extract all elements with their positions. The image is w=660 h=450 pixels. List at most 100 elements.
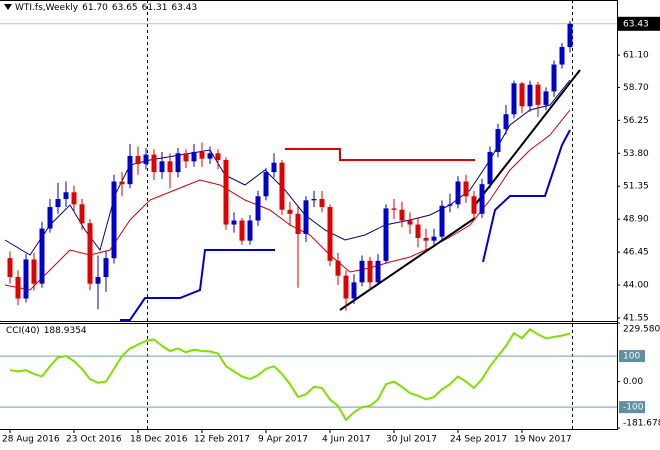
y2-tick-label: 100 [623,352,640,362]
candle-body [271,162,277,173]
candle-body [199,151,205,159]
current-price-box [618,16,660,31]
y-tick-label: 48.90 [623,215,649,225]
y-tick-label: 41.55 [623,313,649,323]
y-tick-label: 53.80 [623,149,649,159]
y-tick-label: 56.25 [623,116,649,126]
y-tick-label: 51.35 [623,182,649,192]
stop-line [482,129,571,263]
candle-body [423,237,429,241]
candle-body [479,184,485,214]
candle-body [7,258,13,277]
indicator-header: CCI(40) 188.9354 [6,326,91,336]
candle-body [207,153,213,159]
x-tick-label: 12 Feb 2017 [194,435,250,445]
y-tick-label: 44.00 [623,281,649,291]
candle-body [95,276,101,284]
indicator-name: CCI(40) [6,326,40,336]
candle-body [519,83,525,107]
candle-body [279,162,285,210]
candle-body [175,153,181,173]
candle-body [71,192,77,205]
candle-body [359,260,365,283]
candle-body [143,154,149,165]
x-tick-label: 28 Aug 2016 [2,435,60,445]
candle-body [335,260,341,276]
x-tick-label: 18 Dec 2016 [130,435,188,445]
candle-body [567,23,573,48]
candle-body [255,196,261,221]
candle-body [495,129,501,152]
candle-body [431,236,437,241]
resistance-level [285,148,475,161]
candle-body [287,209,293,214]
x-tick-label: 4 Jun 2017 [322,435,370,445]
indicator-line [9,327,571,422]
last-high: 63.65 [111,3,138,13]
candle-body [487,151,493,185]
candle-body [375,260,381,283]
candle-body [39,228,45,284]
candle-body [383,208,389,261]
candle-body [455,181,461,205]
candle-body [119,181,125,185]
candle-body [47,207,53,229]
candle-body [311,198,317,201]
candle-body [159,161,165,173]
candle-body [135,155,141,165]
candle-body [263,172,269,197]
candle-body [543,91,549,105]
candle-body [319,198,325,208]
indicator-value: 188.9354 [43,326,87,336]
y-tick-label: 46.45 [623,248,649,258]
candle-body [471,196,477,214]
chart-header: WTI.fs,Weekly 61.70 63.65 61.31 63.43 [4,3,201,13]
y-tick-label: 58.70 [623,83,649,93]
candle-body [79,204,85,224]
candle-body [247,220,253,241]
candle-body [527,84,533,107]
trendline [339,217,476,311]
candle-body [191,151,197,162]
candle-body [63,192,69,199]
level-label-bg [619,350,645,363]
candle-body [127,155,133,185]
candle-body [559,47,565,65]
candle-body [15,276,21,299]
candle-body [151,154,157,173]
candle-body [231,220,237,225]
candle-body [103,258,109,277]
candle-body [399,209,405,221]
candle-body [223,160,229,225]
candle-body [503,114,509,130]
x-tick-label: 23 Oct 2016 [66,435,122,445]
candle-body [303,200,309,234]
candle-body [295,213,301,234]
candle-body [239,220,245,241]
current-price-label: 63.43 [623,19,649,29]
last-low: 61.31 [141,3,168,13]
candle-body [511,83,517,115]
candle-body [31,259,37,284]
last-open: 61.70 [82,3,108,13]
candle-body [55,198,61,208]
candle-body [551,64,557,92]
candle-body [215,153,221,160]
candle-body [415,224,421,238]
candle-body [111,181,117,259]
candle-body [367,260,373,283]
candle-body [343,275,349,299]
candle-body [87,223,93,284]
candle-body [327,207,333,261]
candle-body [183,153,189,162]
moving-average-fast [4,79,571,256]
last-close: 63.43 [171,3,198,13]
candle-body [407,220,413,225]
x-tick-label: 24 Sep 2017 [450,435,507,445]
header-icon [4,4,12,10]
candle-body [351,282,357,299]
x-tick-label: 19 Nov 2017 [514,435,572,445]
y-tick-label: 61.10 [623,51,649,61]
